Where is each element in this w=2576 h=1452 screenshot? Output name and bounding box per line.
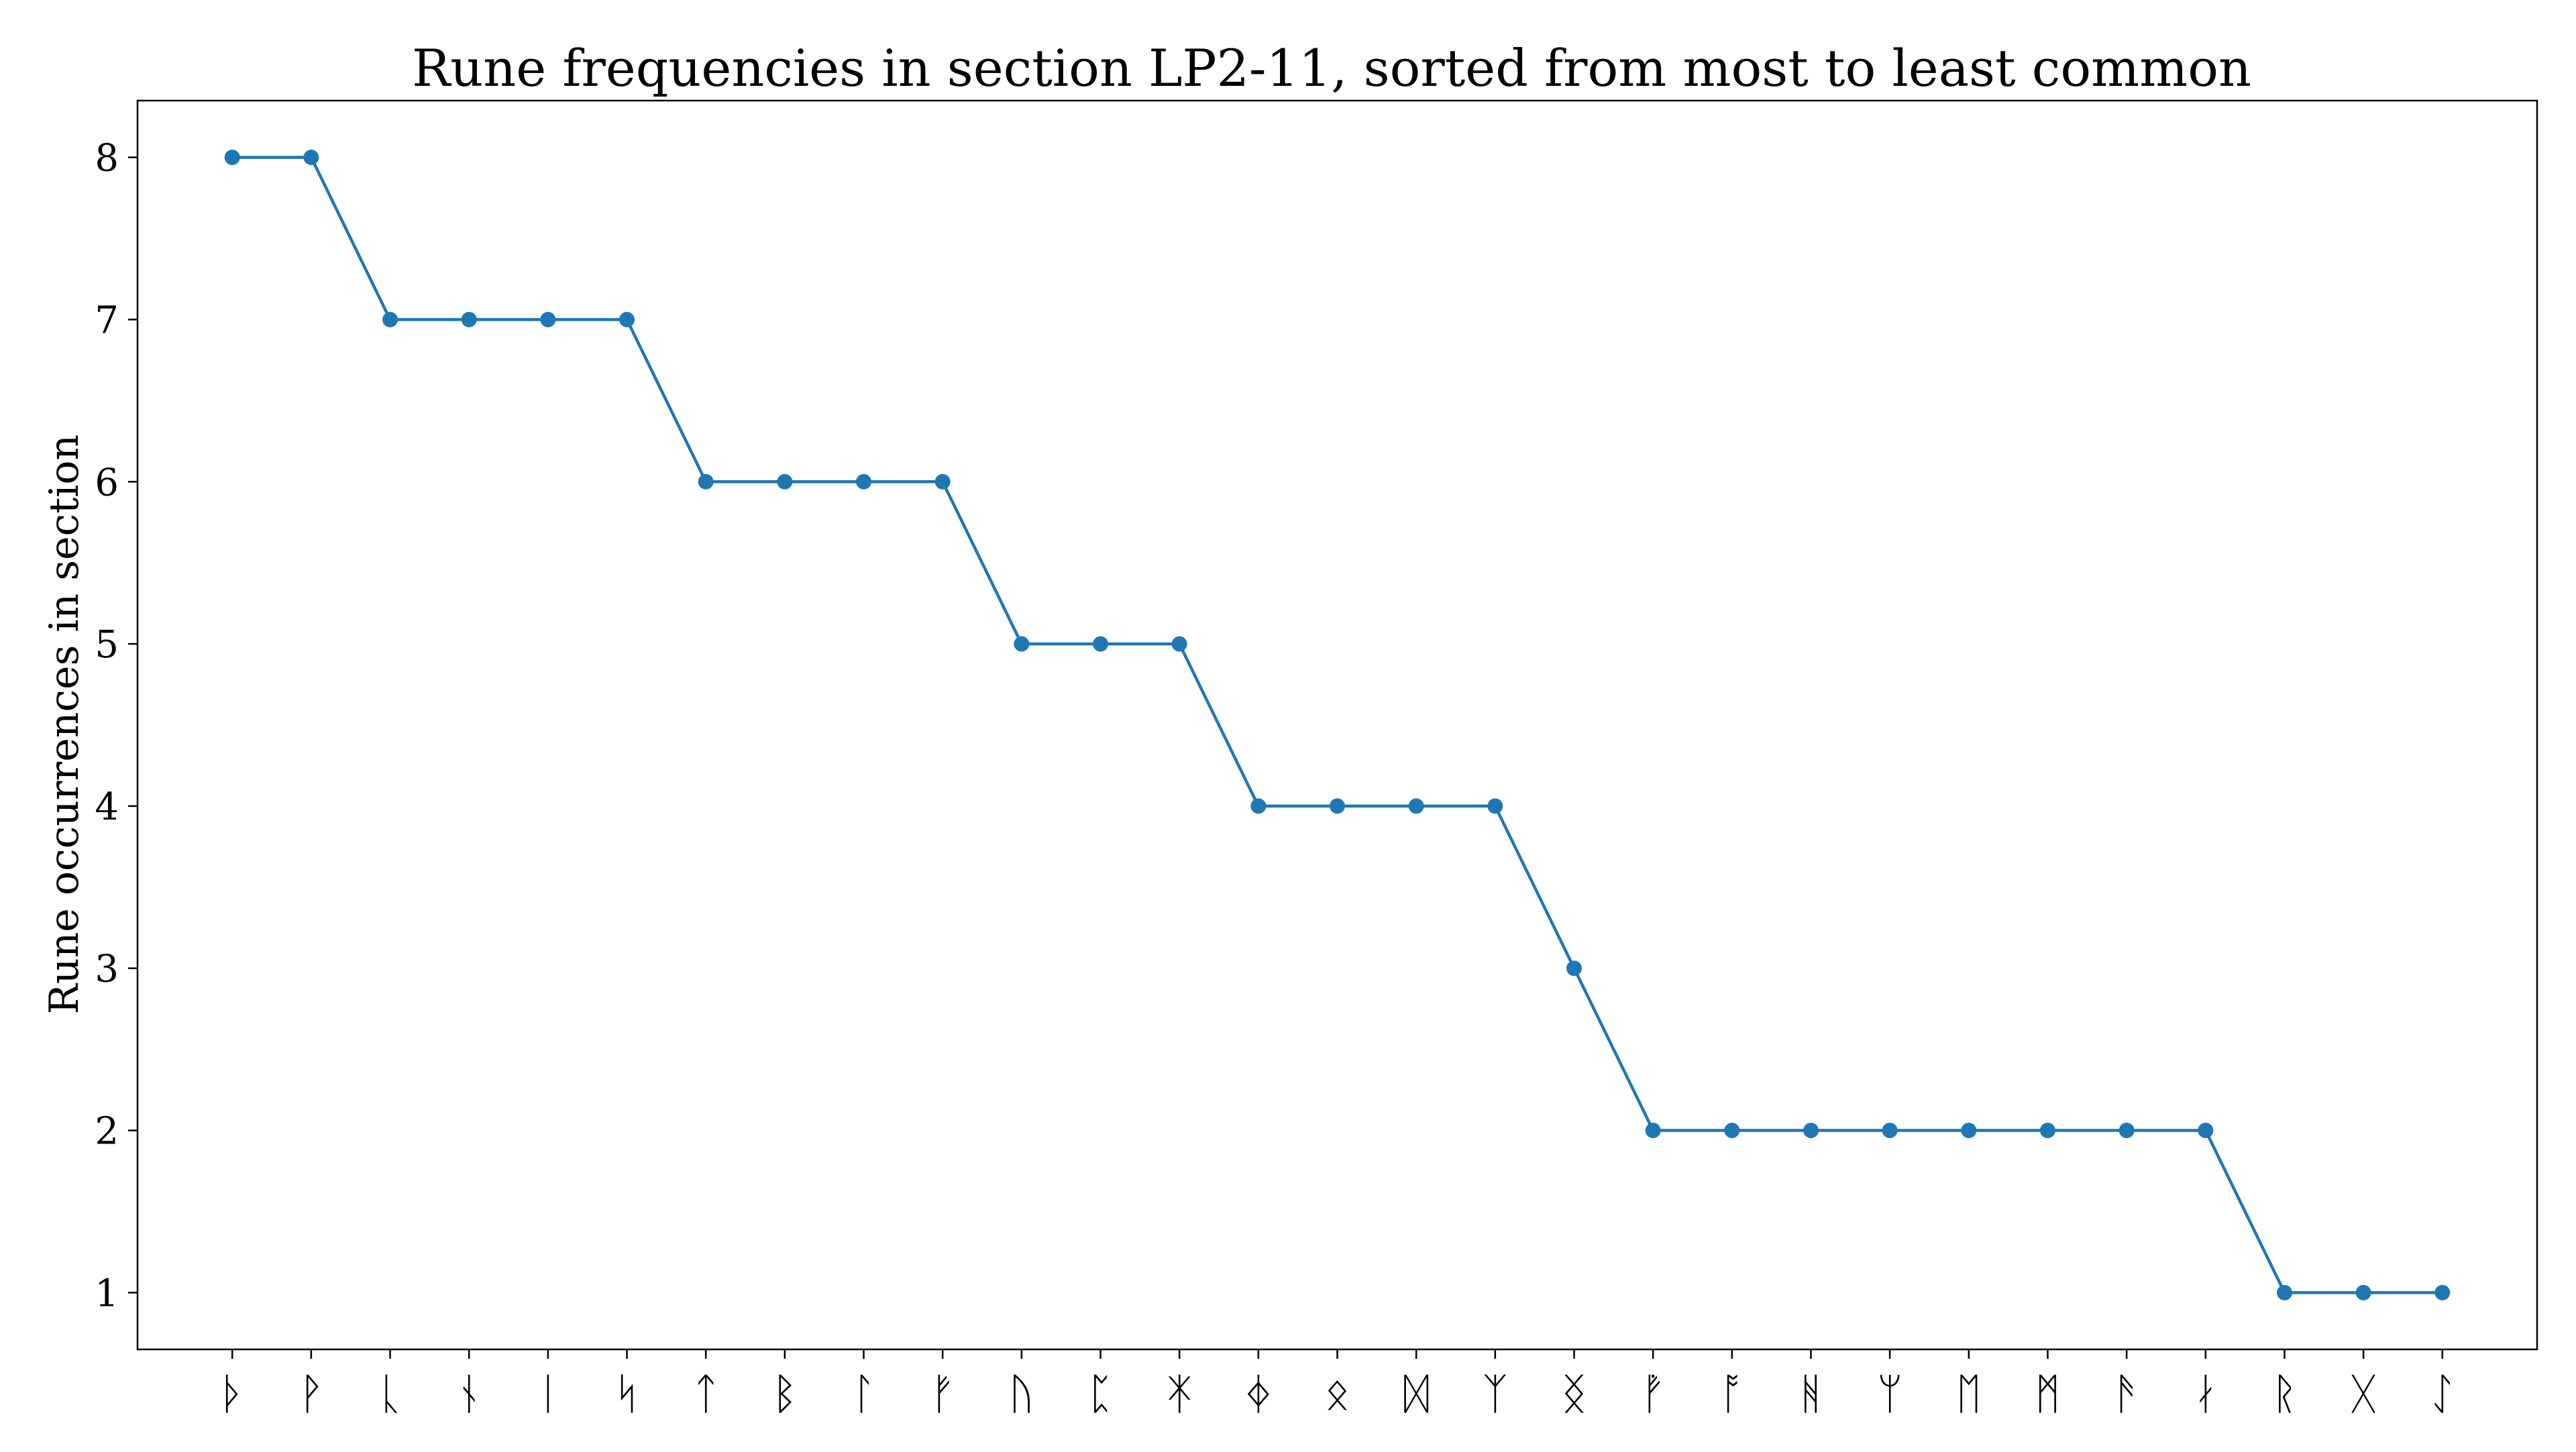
x-tick-label: ᚳ (377, 1370, 402, 1419)
x-tick-label: ᛅ (2193, 1370, 2218, 1419)
x-tick-label: ᚢ (1009, 1370, 1034, 1419)
data-point (1408, 798, 1424, 814)
x-tick-label: ᛇ (2430, 1370, 2455, 1419)
data-point (619, 311, 635, 327)
data-point (2355, 1284, 2371, 1300)
y-tick-label: 6 (95, 461, 119, 504)
data-point (1803, 1123, 1819, 1139)
data-point (1250, 798, 1267, 814)
data-point (1014, 636, 1030, 652)
plot-frame (136, 99, 2538, 1351)
data-point (303, 150, 319, 166)
y-tick-label: 8 (95, 137, 119, 180)
x-tick-label: ᛈ (1087, 1370, 1113, 1419)
x-tick-label: ᛄ (1246, 1370, 1271, 1419)
data-point (1171, 636, 1187, 652)
data-point (2434, 1284, 2451, 1300)
data-point (2276, 1284, 2292, 1300)
data-point (382, 311, 398, 327)
x-tick-label: ᛚ (851, 1370, 876, 1419)
data-point (2039, 1123, 2055, 1139)
x-tick-label: ᛉ (1483, 1370, 1508, 1419)
x-tick-label: ᚹ (299, 1370, 324, 1419)
x-tick-label: ᛞ (1403, 1370, 1429, 1419)
data-point (461, 311, 477, 327)
data-point (2198, 1123, 2214, 1139)
data-point (1330, 798, 1345, 814)
plot-area: 1 2 3 4 5 6 7 8 ᚦ ᚹ ᚳ ᚾ ᛁ ᛋ ᛏ ᛒ ᛚ ᚠ ᚢ ᛈ ᛡ ᛄ ᛟ ᛞ ᛉ ᛝ ᚡ ᚩ ᚻ ᛘ ᛖ ᛗ ᚫ ᛅ ᚱ ᚷ ᛇ (95, 99, 2538, 1419)
data-point (1566, 960, 1582, 976)
x-tick-label: ᚫ (2114, 1370, 2139, 1419)
data-point (1961, 1123, 1977, 1139)
y-tick-label: 1 (95, 1272, 119, 1315)
x-tick-label: ᛗ (2035, 1370, 2060, 1419)
data-point (1487, 798, 1503, 814)
x-tick-label: ᚩ (1719, 1370, 1745, 1419)
x-tick-label: ᛏ (693, 1370, 718, 1419)
data-point (934, 473, 951, 490)
x-tick-label: ᛡ (1167, 1370, 1192, 1419)
x-tick-label: ᚱ (2271, 1370, 2297, 1419)
data-point (698, 473, 714, 490)
data-point (540, 311, 556, 327)
x-tick-label: ᛖ (1956, 1370, 1982, 1419)
data-point (2118, 1123, 2135, 1139)
x-tick-label: ᚾ (456, 1370, 482, 1419)
y-tick-label: 4 (95, 785, 119, 829)
x-tick-label: ᚻ (1798, 1370, 1823, 1419)
x-tick-label: ᚷ (2351, 1370, 2376, 1419)
data-point (1093, 636, 1109, 652)
data-point (1882, 1123, 1898, 1139)
data-point (1724, 1123, 1740, 1139)
y-tick-label: 3 (95, 948, 119, 991)
x-tick-label: ᛋ (614, 1370, 639, 1419)
data-point (777, 473, 793, 490)
y-axis-label: Rune occurrences in section (41, 435, 88, 1014)
x-tick-label: ᚠ (930, 1370, 955, 1419)
y-tick-label: 7 (95, 298, 119, 342)
data-point (856, 473, 872, 490)
x-tick-label: ᛘ (1877, 1370, 1902, 1419)
x-tick-label: ᚦ (219, 1370, 245, 1419)
x-tick-label: ᛝ (1561, 1370, 1587, 1419)
data-point (1645, 1123, 1661, 1139)
y-tick-label: 2 (95, 1110, 119, 1154)
x-tick-label: ᛁ (535, 1370, 561, 1419)
data-point (224, 150, 240, 166)
x-tick-label: ᛟ (1324, 1370, 1350, 1419)
y-tick-label: 5 (95, 623, 119, 667)
x-tick-label: ᚡ (1640, 1370, 1666, 1419)
series-line (232, 156, 2443, 1294)
chart-title: Rune frequencies in section LP2-11, sort… (412, 38, 2251, 98)
x-tick-label: ᛒ (772, 1370, 798, 1419)
